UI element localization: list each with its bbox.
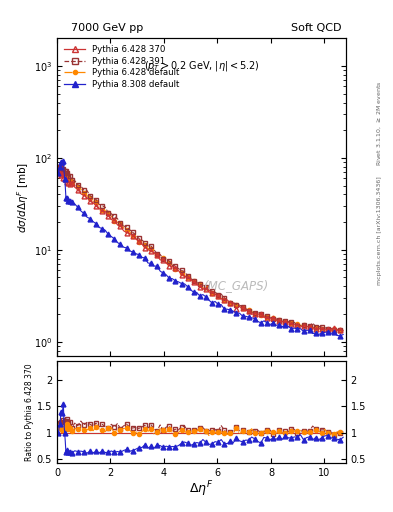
Text: Soft QCD: Soft QCD [292,23,342,33]
Y-axis label: Ratio to Pythia 6.428 370: Ratio to Pythia 6.428 370 [25,364,34,461]
Y-axis label: $d\sigma/d\Delta\eta^{F}$ [mb]: $d\sigma/d\Delta\eta^{F}$ [mb] [15,162,31,232]
Legend: Pythia 6.428 370, Pythia 6.428 391, Pythia 6.428 default, Pythia 8.308 default: Pythia 6.428 370, Pythia 6.428 391, Pyth… [61,42,182,92]
X-axis label: $\Delta\eta^{F}$: $\Delta\eta^{F}$ [189,480,213,499]
Text: 7000 GeV pp: 7000 GeV pp [71,23,143,33]
Text: $(p_T > 0.2$ GeV, $|\eta| < 5.2)$: $(p_T > 0.2$ GeV, $|\eta| < 5.2)$ [143,59,259,73]
Text: mcplots.cern.ch [arXiv:1306.3436]: mcplots.cern.ch [arXiv:1306.3436] [377,176,382,285]
Text: Rivet 3.1.10, $\geq$ 2M events: Rivet 3.1.10, $\geq$ 2M events [375,80,383,166]
Text: (MC_GAPS): (MC_GAPS) [204,280,269,292]
